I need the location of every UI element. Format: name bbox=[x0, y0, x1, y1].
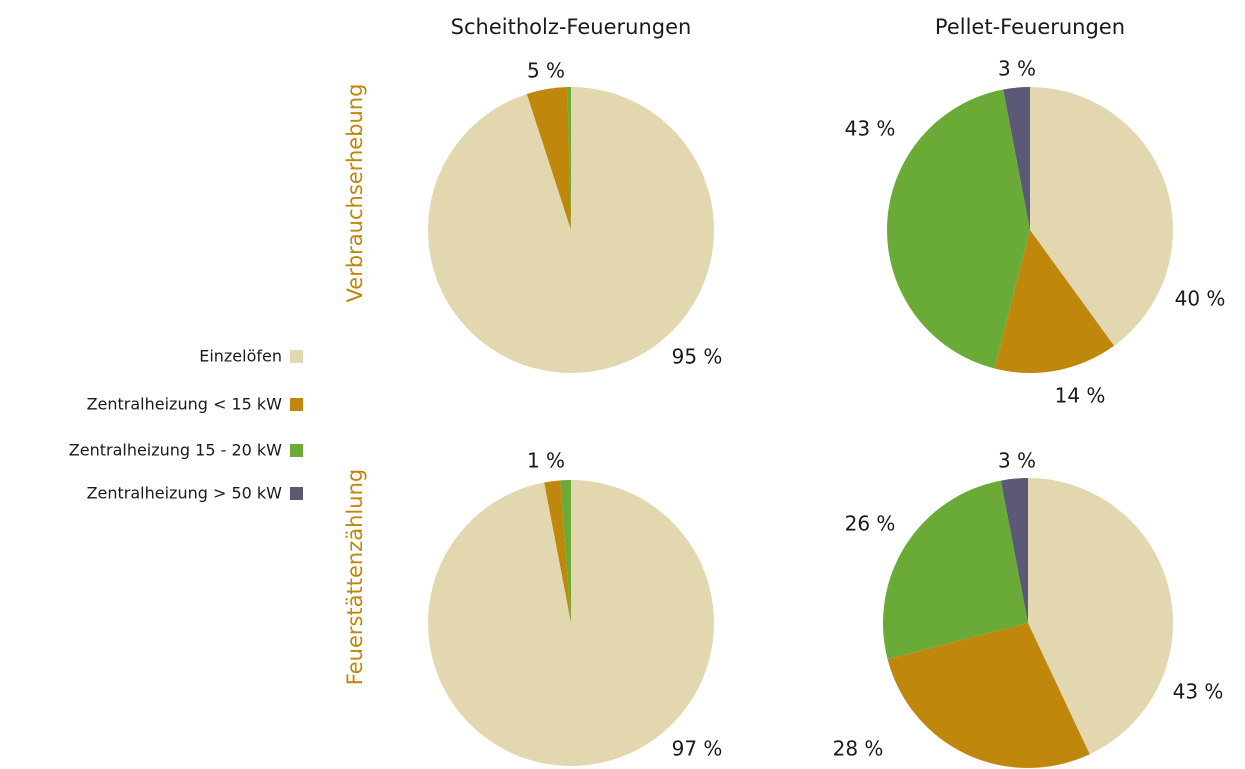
value-label: 1 % bbox=[527, 449, 565, 473]
value-label: 40 % bbox=[1175, 287, 1226, 311]
row-title: Verbrauchserhebung bbox=[343, 84, 367, 303]
pie-slice bbox=[994, 230, 1115, 373]
legend-swatch bbox=[290, 350, 303, 363]
value-label: 26 % bbox=[845, 512, 896, 536]
legend-swatch bbox=[290, 444, 303, 457]
column-title: Pellet-Feuerungen bbox=[935, 15, 1125, 39]
value-label: 3 % bbox=[998, 449, 1036, 473]
pie-slice bbox=[526, 87, 571, 230]
value-label: 5 % bbox=[527, 59, 565, 83]
pie-slice bbox=[887, 623, 1090, 768]
value-label: 3 % bbox=[998, 57, 1036, 81]
pie-slice bbox=[567, 87, 571, 230]
value-label: 14 % bbox=[1055, 384, 1106, 408]
column-title: Scheitholz-Feuerungen bbox=[451, 15, 692, 39]
pie-slice bbox=[1000, 478, 1028, 623]
value-label: 97 % bbox=[672, 737, 723, 761]
pie-slice bbox=[1003, 87, 1030, 230]
pie-slice bbox=[883, 480, 1028, 660]
legend-swatch bbox=[290, 398, 303, 411]
legend-label: Zentralheizung 15 - 20 kW bbox=[69, 441, 282, 460]
value-label: 43 % bbox=[845, 117, 896, 141]
legend-label: Einzelöfen bbox=[199, 347, 282, 366]
pie-slice bbox=[560, 480, 571, 623]
legend-swatch bbox=[290, 487, 303, 500]
row-title: Feuerstättenzählung bbox=[343, 469, 367, 685]
legend-label: Zentralheizung < 15 kW bbox=[87, 395, 283, 414]
pie-slice bbox=[544, 480, 571, 623]
pie-slice bbox=[1030, 86, 1174, 346]
pie-slice bbox=[1028, 478, 1174, 755]
legend-label: Zentralheizung > 50 kW bbox=[87, 484, 283, 503]
pie-slice bbox=[428, 480, 715, 766]
pie-slice bbox=[887, 89, 1030, 369]
value-label: 43 % bbox=[1173, 680, 1224, 704]
value-label: 95 % bbox=[672, 345, 723, 369]
value-label: 28 % bbox=[833, 737, 884, 761]
